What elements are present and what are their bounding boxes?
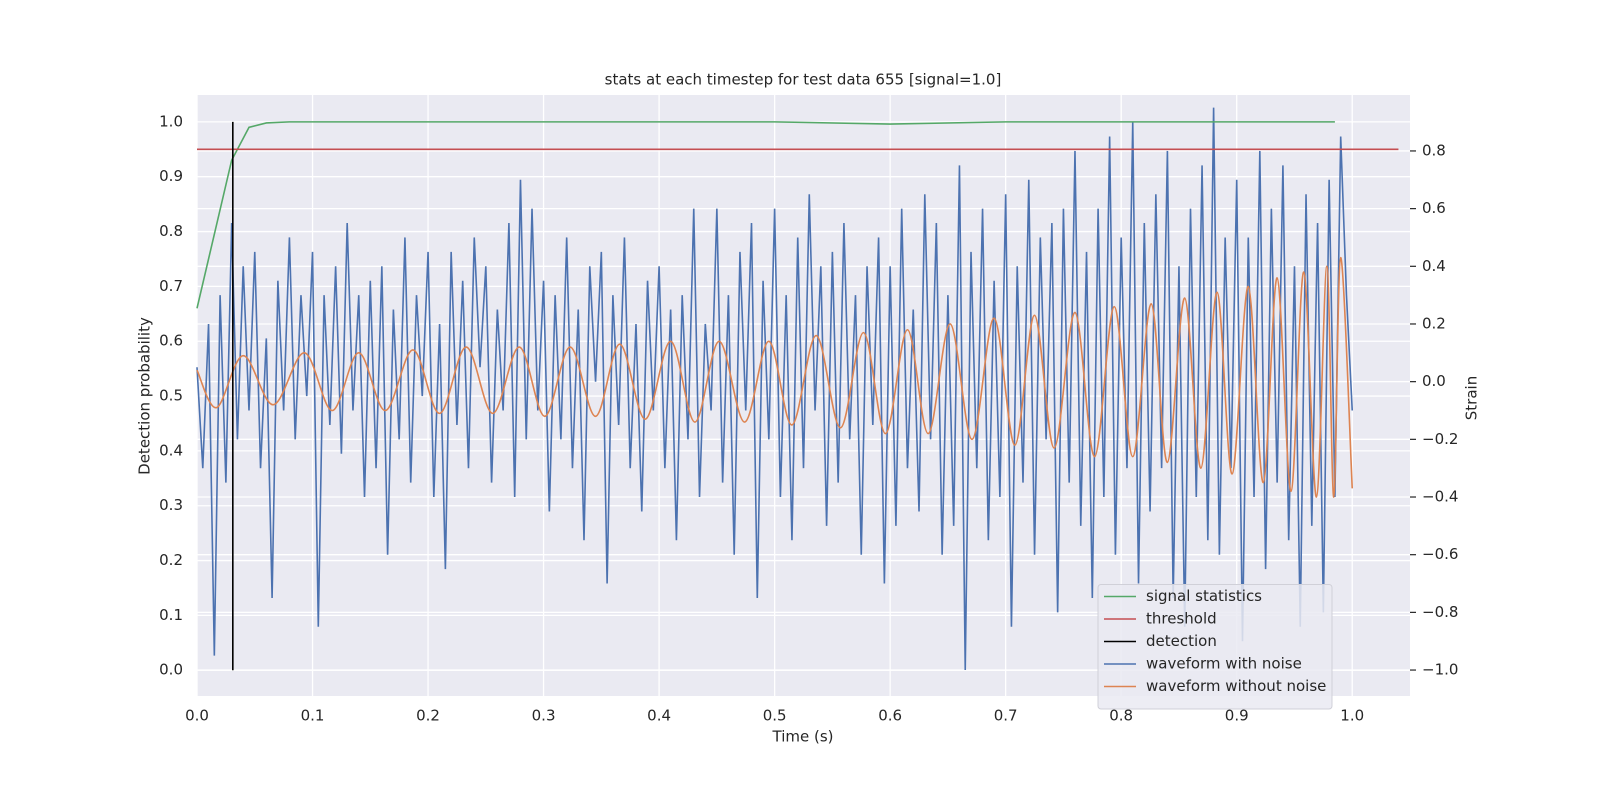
- legend-label: waveform without noise: [1146, 677, 1326, 695]
- y2-tick-label: 0.0: [1422, 372, 1446, 390]
- y-tick-label: 0.3: [159, 496, 183, 514]
- y2-tick-label: −0.2: [1422, 430, 1458, 448]
- axes: 0.0 0.1 0.2 0.3 0.4 0.5 0.6 0.7 0.8 0.9 1.0 0.0 0.1 0…: [159, 112, 1458, 724]
- x-tick-label: 0.8: [1109, 707, 1133, 725]
- y-tick-label: 0.5: [159, 387, 183, 405]
- y-tick-label: 0.8: [159, 222, 183, 240]
- legend-label: threshold: [1146, 610, 1217, 628]
- x-tick-label: 1.0: [1340, 707, 1364, 725]
- legend-label: signal statistics: [1146, 587, 1262, 605]
- y2-tick-label: −0.6: [1422, 545, 1458, 563]
- y2-tick-label: 0.8: [1422, 141, 1446, 159]
- legend: signal statistics threshold detection wavef…: [1097, 584, 1333, 710]
- x-tick-label: 0.7: [994, 707, 1018, 725]
- x-axis-label: Time (s): [772, 728, 834, 746]
- legend-label: detection: [1146, 632, 1217, 650]
- y-axis-label: Detection probability: [136, 317, 154, 475]
- y-tick-label: 0.1: [159, 606, 183, 624]
- y-tick-label: 0.4: [159, 441, 183, 459]
- x-tick-label: 0.3: [532, 707, 556, 725]
- y2-tick-label: −0.8: [1422, 603, 1458, 621]
- y-tick-label: 0.0: [159, 661, 183, 679]
- x-tick-label: 0.6: [878, 707, 902, 725]
- y2-tick-label: 0.4: [1422, 257, 1446, 275]
- y-tick-label: 0.9: [159, 167, 183, 185]
- y-tick-label: 0.6: [159, 332, 183, 350]
- x-tick-label: 0.9: [1225, 707, 1249, 725]
- x-tick-label: 0.2: [416, 707, 440, 725]
- y2-tick-label: −0.4: [1422, 488, 1458, 506]
- series-line: [196, 256, 1354, 498]
- y2-tick-label: −1.0: [1422, 661, 1458, 679]
- y-tick-label: 0.2: [159, 551, 183, 569]
- x-tick-label: 0.1: [301, 707, 325, 725]
- y2-axis-label: Strain: [1463, 376, 1481, 420]
- y2-tick-label: 0.2: [1422, 314, 1446, 332]
- x-tick-label: 0.0: [185, 707, 209, 725]
- y-tick-label: 1.0: [159, 112, 183, 130]
- legend-label: waveform with noise: [1146, 655, 1302, 673]
- chart-title: stats at each timestep for test data 655…: [605, 71, 1002, 89]
- marks: [196, 107, 1399, 671]
- legend-box: [1097, 584, 1333, 710]
- x-tick-label: 0.5: [763, 707, 787, 725]
- x-tick-label: 0.4: [647, 707, 671, 725]
- y2-tick-label: 0.6: [1422, 199, 1446, 217]
- y-tick-label: 0.7: [159, 277, 183, 295]
